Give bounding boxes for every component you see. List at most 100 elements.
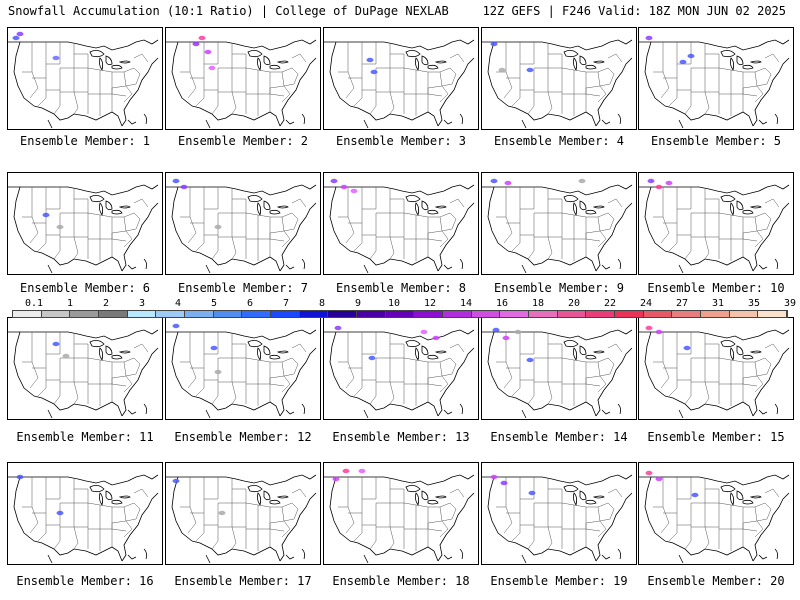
colorbar-swatch [99,311,128,317]
ensemble-member-map [323,172,479,275]
snowfall-patch [208,65,216,71]
colorbar-label: 14 [459,298,473,309]
ensemble-member-map [7,172,163,275]
ensemble-member-caption: Ensemble Member: 16 [16,574,154,588]
ensemble-member-map [323,317,479,420]
colorbar-swatches [12,310,788,318]
colorbar-label: 8 [318,298,326,309]
ensemble-member-caption: Ensemble Member: 7 [177,281,309,295]
snowfall-patch [210,345,218,351]
colorbar-legend: 0.1 1 2 3 4 5 6 7 8 9 10 12 14 16 18 20 22 24 27 31 35 39 [12,298,796,318]
ensemble-member-caption: Ensemble Member: 20 [647,574,785,588]
colorbar-swatch [443,311,472,317]
ensemble-member-caption: Ensemble Member: 11 [16,430,154,444]
header-title: Snowfall Accumulation (10:1 Ratio) | Col… [8,4,449,18]
colorbar-label: 5 [210,298,218,309]
snowfall-patch [526,357,534,363]
ensemble-member-caption: Ensemble Member: 5 [650,134,782,148]
snowfall-patch [665,180,673,186]
colorbar-swatch [328,311,358,317]
snowfall-patch [492,327,500,333]
ensemble-member-map [165,462,321,565]
snowfall-patch [204,49,212,55]
snowfall-patch [350,188,358,194]
ensemble-member-caption: Ensemble Member: 10 [647,281,785,295]
ensemble-member-caption: Ensemble Member: 8 [335,281,467,295]
colorbar-label: 3 [138,298,146,309]
snowfall-patch [172,178,180,184]
ensemble-member-map [638,462,794,565]
colorbar-label: 35 [747,298,761,309]
ensemble-member-caption: Ensemble Member: 19 [490,574,628,588]
snowfall-patch [645,325,653,331]
snowfall-patch [180,184,188,190]
ensemble-member-caption: Ensemble Member: 4 [493,134,625,148]
snowfall-patch [332,476,340,482]
snowfall-patch [528,490,536,496]
colorbar-labels: 0.1 1 2 3 4 5 6 7 8 9 10 12 14 16 18 20 22 24 27 31 35 39 [12,298,796,310]
colorbar-swatch [471,311,501,317]
ensemble-member-caption: Ensemble Member: 18 [332,574,470,588]
ensemble-member-map [638,27,794,130]
snowfall-patch [514,329,522,335]
snowfall-patch [647,178,655,184]
colorbar-label: 27 [675,298,689,309]
colorbar-label: 39 [783,298,797,309]
ensemble-member-caption: Ensemble Member: 15 [647,430,785,444]
colorbar-swatch [156,311,186,317]
snowfall-patch [52,341,60,347]
colorbar-swatch [271,311,300,317]
colorbar-label: 18 [531,298,545,309]
colorbar-swatch [414,311,444,317]
snowfall-patch [526,67,534,73]
colorbar-swatch [615,311,644,317]
ensemble-member-map [323,27,479,130]
ensemble-member-caption: Ensemble Member: 13 [332,430,470,444]
colorbar-swatch [185,311,214,317]
snowfall-patch [12,35,20,41]
snowfall-patch [370,69,378,75]
colorbar-label: 16 [495,298,509,309]
snowfall-patch [655,476,663,482]
snowfall-patch [56,510,64,516]
colorbar-label: 22 [603,298,617,309]
colorbar-swatch [213,311,243,317]
snowfall-patch [342,468,350,474]
colorbar-swatch [41,311,71,317]
ensemble-member-caption: Ensemble Member: 14 [490,430,628,444]
snowfall-patch [218,510,226,516]
colorbar-label: 20 [567,298,581,309]
snowfall-patch [683,345,691,351]
colorbar-swatch [586,311,616,317]
ensemble-member-map [323,462,479,565]
ensemble-member-map [165,172,321,275]
ensemble-member-map [7,462,163,565]
colorbar-label: 12 [423,298,437,309]
snowfall-patch [655,184,663,190]
snowfall-patch [198,35,206,41]
snowfall-patch [645,470,653,476]
snowfall-patch [62,353,70,359]
colorbar-label: 6 [246,298,254,309]
colorbar-label: 31 [711,298,725,309]
ensemble-member-caption: Ensemble Member: 3 [335,134,467,148]
colorbar-swatch [758,311,788,317]
ensemble-member-caption: Ensemble Member: 1 [19,134,151,148]
ensemble-member-caption: Ensemble Member: 12 [174,430,312,444]
colorbar-swatch [500,311,530,317]
header-run-info: 12Z GEFS | F246 Valid: 18Z MON JUN 02 20… [482,4,786,18]
ensemble-member-map [481,172,637,275]
snowfall-patch [358,468,366,474]
ensemble-member-caption: Ensemble Member: 17 [174,574,312,588]
colorbar-swatch [242,311,272,317]
colorbar-swatch [357,311,386,317]
colorbar-swatch [701,311,730,317]
colorbar-label: 0.1 [24,298,44,309]
snowfall-patch [56,224,64,230]
ensemble-member-caption: Ensemble Member: 2 [177,134,309,148]
snowfall-patch [420,329,428,335]
snowfall-patch [490,178,498,184]
colorbar-label: 2 [102,298,110,309]
colorbar-label: 1 [66,298,74,309]
snowfall-patch [578,178,586,184]
